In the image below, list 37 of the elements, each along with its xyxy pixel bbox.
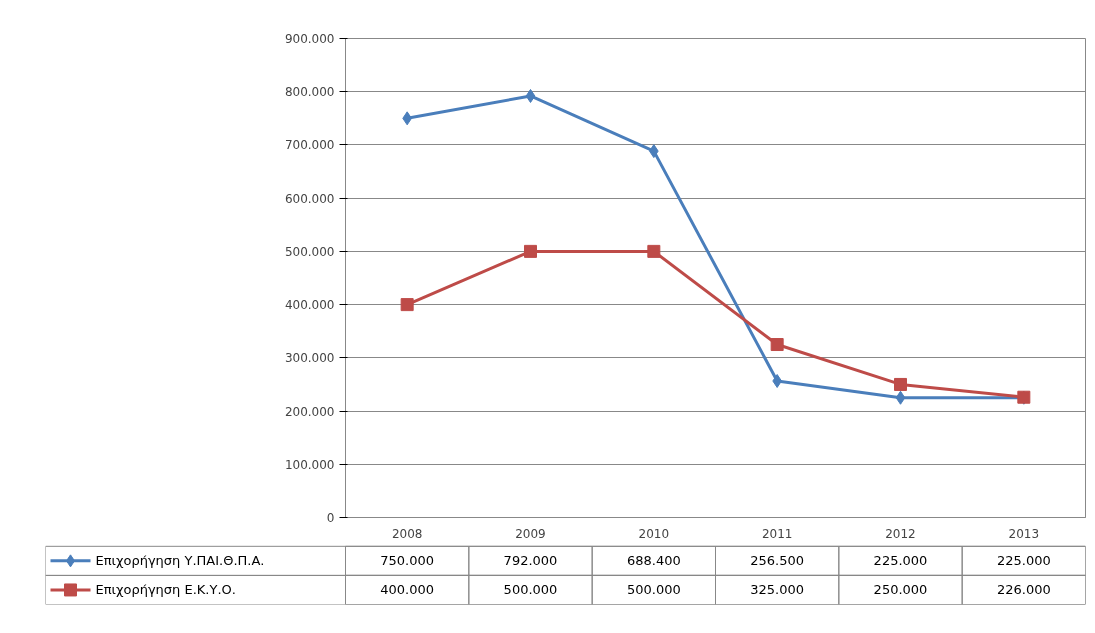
data-label: 688.400 bbox=[626, 553, 681, 569]
y-tick-label: 100.000 bbox=[284, 457, 335, 472]
data-label: 792.000 bbox=[503, 553, 558, 569]
y-tick-label: 400.000 bbox=[284, 298, 335, 313]
y-tick-label: 300.000 bbox=[284, 351, 335, 366]
data-label: 400.000 bbox=[380, 582, 435, 598]
data-label: 325.000 bbox=[750, 582, 805, 598]
point bbox=[525, 88, 536, 103]
y-tick-label: 800.000 bbox=[284, 85, 335, 100]
point bbox=[894, 377, 907, 391]
y-tick-label: 0 bbox=[326, 511, 335, 525]
y-tick-label: 900.000 bbox=[284, 32, 335, 46]
legend-label: Επιχορήγηση Υ.ΠΑΙ.Θ.Π.Α. bbox=[95, 553, 265, 569]
data-label: 750.000 bbox=[380, 553, 435, 569]
x-tick-label: 2012 bbox=[885, 526, 916, 541]
data-label: 225.000 bbox=[996, 553, 1051, 569]
data-label: 500.000 bbox=[503, 582, 558, 598]
data-label: 500.000 bbox=[626, 582, 681, 598]
y-tick-label: 200.000 bbox=[284, 404, 335, 419]
point bbox=[895, 390, 906, 405]
y-tick-label: 700.000 bbox=[284, 138, 335, 153]
y-tick-label: 500.000 bbox=[284, 244, 335, 259]
data-label: 225.000 bbox=[873, 553, 928, 569]
x-tick-label: 2010 bbox=[638, 526, 670, 541]
point bbox=[770, 338, 784, 352]
data-label: 226.000 bbox=[996, 582, 1051, 598]
y-tick-label: 600.000 bbox=[284, 191, 335, 206]
point bbox=[400, 298, 414, 312]
x-tick-label: 2011 bbox=[761, 526, 793, 541]
data-label: 250.000 bbox=[873, 582, 928, 598]
x-tick-label: 2008 bbox=[391, 526, 423, 541]
data-label: 256.500 bbox=[750, 553, 805, 569]
x-tick-label: 2009 bbox=[515, 526, 546, 541]
x-tick-label: 2013 bbox=[1008, 526, 1040, 541]
point bbox=[524, 244, 537, 258]
legend-label: Επιχορήγηση Ε.Κ.Υ.Ο. bbox=[95, 582, 236, 598]
point bbox=[647, 244, 661, 258]
